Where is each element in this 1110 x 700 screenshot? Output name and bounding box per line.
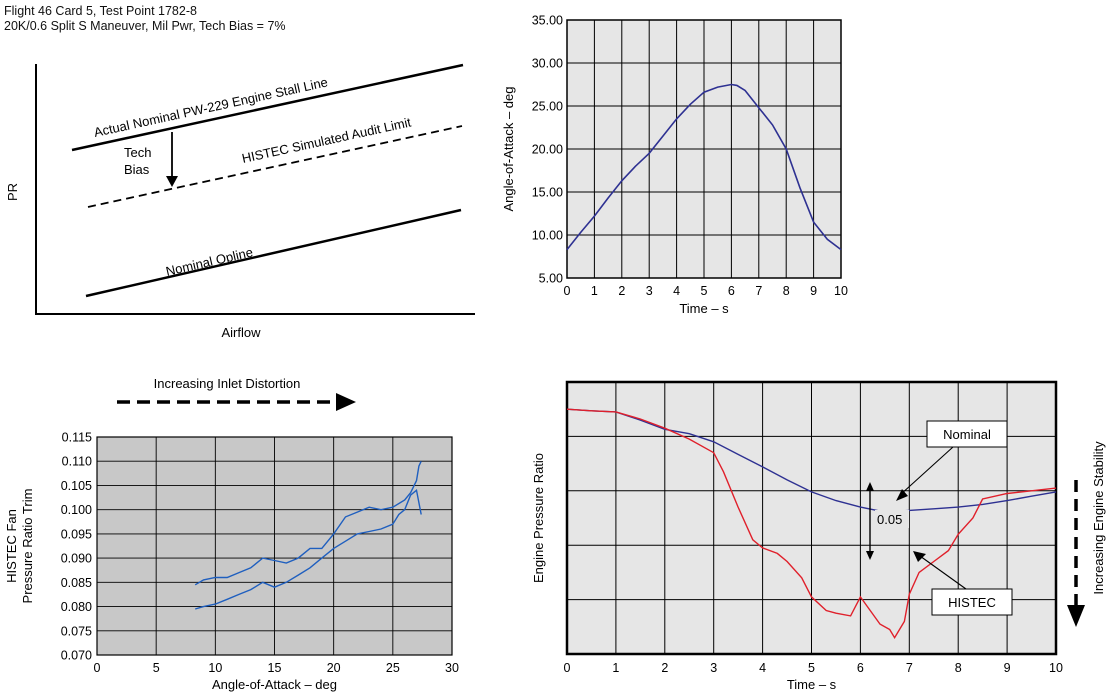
- trim-x-tick-label: 30: [445, 661, 459, 675]
- aoa-vs-time-chart: 0 1 2 3 4 5 6 7 8 9 10 5.00 10.00 15.00 20.00 25.00 30.0…: [501, 14, 848, 317]
- epr-y-axis-label: Engine Pressure Ratio: [531, 453, 546, 583]
- schematic-x-label: Airflow: [221, 325, 261, 340]
- aoa-x-tick-label: 1: [591, 284, 598, 298]
- aoa-y-tick-label: 30.00: [532, 57, 563, 71]
- audit-limit-line: [87, 125, 463, 208]
- epr-nominal-line: [566, 408, 1057, 513]
- tech-bias-label-1: Tech: [124, 145, 151, 160]
- aoa-x-tick-label: 6: [728, 284, 735, 298]
- figure-header-line-1: Flight 46 Card 5, Test Point 1782-8: [4, 4, 197, 18]
- trim-chart-title: Increasing Inlet Distortion: [154, 376, 301, 391]
- aoa-y-tick-label: 15.00: [532, 186, 563, 200]
- delta-arrowhead-up: [866, 482, 874, 491]
- trim-y-tick-label: 0.115: [62, 431, 92, 445]
- trim-x-tick-label: 5: [153, 661, 160, 675]
- histec-callout-arrowhead: [913, 551, 926, 562]
- epr-x-tick-label: 2: [661, 661, 668, 675]
- aoa-y-tick-label: 10.00: [532, 229, 563, 243]
- aoa-x-tick-label: 0: [564, 284, 571, 298]
- aoa-y-tick-label: 5.00: [539, 272, 563, 286]
- trim-y-tick-label: 0.100: [61, 503, 92, 517]
- nominal-callout-label: Nominal: [943, 427, 991, 442]
- epr-x-axis-label: Time – s: [787, 677, 837, 692]
- histec-callout-leader: [919, 555, 967, 590]
- stall-line-label: Actual Nominal PW-229 Engine Stall Line: [92, 74, 329, 140]
- stall-margin-schematic: PR Airflow Actual Nominal PW-229 Engine …: [5, 63, 475, 340]
- epr-x-tick-label: 6: [857, 661, 864, 675]
- aoa-series-line: [566, 83, 842, 251]
- aoa-y-tick-label: 20.00: [532, 143, 563, 157]
- epr-x-tick-label: 5: [808, 661, 815, 675]
- fan-trim-vs-aoa-chart: Increasing Inlet Distortion 0 5 10 15 20 25 30 0…: [4, 376, 459, 692]
- trim-x-tick-label: 15: [268, 661, 282, 675]
- aoa-x-tick-label: 8: [783, 284, 790, 298]
- trim-y-tick-label: 0.085: [61, 576, 92, 590]
- delta-label: 0.05: [877, 512, 902, 527]
- aoa-x-tick-label: 4: [673, 284, 680, 298]
- epr-x-tick-label: 3: [710, 661, 717, 675]
- aoa-x-tick-label: 10: [834, 284, 848, 298]
- aoa-x-tick-label: 2: [618, 284, 625, 298]
- delta-arrowhead-down: [866, 551, 874, 560]
- nominal-callout-box: [926, 420, 1008, 448]
- trim-y-axis-label-line-1: HISTEC Fan: [4, 509, 19, 583]
- tech-bias-arrowhead: [166, 176, 178, 187]
- epr-histec-line: [566, 408, 1057, 640]
- audit-limit-label: HISTEC Simulated Audit Limit: [240, 114, 412, 166]
- aoa-x-tick-label: 5: [701, 284, 708, 298]
- trim-x-tick-label: 10: [208, 661, 222, 675]
- trim-series-line: [195, 489, 422, 610]
- trim-x-axis-label: Angle-of-Attack – deg: [212, 677, 337, 692]
- opline: [85, 208, 462, 298]
- aoa-y-tick-label: 35.00: [532, 14, 563, 28]
- histec-callout-label: HISTEC: [948, 595, 996, 610]
- epr-vs-time-chart: 0 1 2 3 4 5 6 7 8 9 10 Nominal HISTEC 0.05 Time – s Eng…: [531, 380, 1106, 692]
- epr-x-tick-label: 7: [906, 661, 913, 675]
- engine-stability-arrowhead: [1067, 605, 1085, 627]
- figure-header-line-2: 20K/0.6 Split S Maneuver, Mil Pwr, Tech …: [4, 19, 286, 33]
- epr-x-tick-label: 9: [1004, 661, 1011, 675]
- delta-label-bg: [875, 510, 909, 528]
- trim-y-tick-label: 0.110: [62, 455, 92, 469]
- trim-x-tick-label: 20: [327, 661, 341, 675]
- epr-x-tick-label: 1: [612, 661, 619, 675]
- trim-y-tick-label: 0.090: [61, 552, 92, 566]
- trim-y-tick-label: 0.105: [61, 479, 92, 493]
- aoa-x-tick-label: 3: [646, 284, 653, 298]
- trim-y-tick-label: 0.080: [61, 600, 92, 614]
- stall-line: [71, 63, 464, 152]
- aoa-x-tick-label: 9: [810, 284, 817, 298]
- epr-x-tick-label: 8: [955, 661, 962, 675]
- opline-label: Nominal Opline: [164, 244, 254, 278]
- trim-x-tick-label: 0: [94, 661, 101, 675]
- aoa-x-tick-label: 7: [755, 284, 762, 298]
- histec-callout-box: [931, 588, 1013, 616]
- aoa-y-axis-label: Angle-of-Attack – deg: [501, 86, 516, 211]
- aoa-y-tick-label: 25.00: [532, 100, 563, 114]
- nominal-callout-arrowhead: [896, 489, 908, 501]
- inlet-distortion-arrowhead: [336, 393, 356, 411]
- trim-y-axis-label-line-2: Pressure Ratio Trim: [20, 489, 35, 604]
- engine-stability-label: Increasing Engine Stability: [1091, 441, 1106, 595]
- tech-bias-label-2: Bias: [124, 162, 150, 177]
- trim-y-tick-label: 0.070: [61, 649, 92, 663]
- epr-x-tick-label: 10: [1049, 661, 1063, 675]
- trim-x-tick-label: 25: [386, 661, 400, 675]
- trim-series-line: [194, 460, 422, 586]
- aoa-x-axis-label: Time – s: [679, 301, 729, 316]
- trim-y-tick-label: 0.075: [61, 624, 92, 638]
- schematic-y-label: PR: [5, 183, 20, 201]
- epr-x-tick-label: 4: [759, 661, 766, 675]
- trim-y-tick-label: 0.095: [61, 527, 92, 541]
- epr-x-tick-label: 0: [564, 661, 571, 675]
- nominal-callout-leader: [899, 446, 954, 496]
